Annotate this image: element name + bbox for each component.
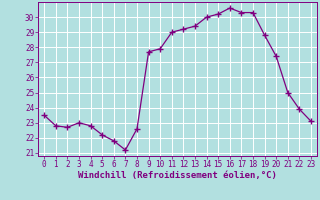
X-axis label: Windchill (Refroidissement éolien,°C): Windchill (Refroidissement éolien,°C) <box>78 171 277 180</box>
